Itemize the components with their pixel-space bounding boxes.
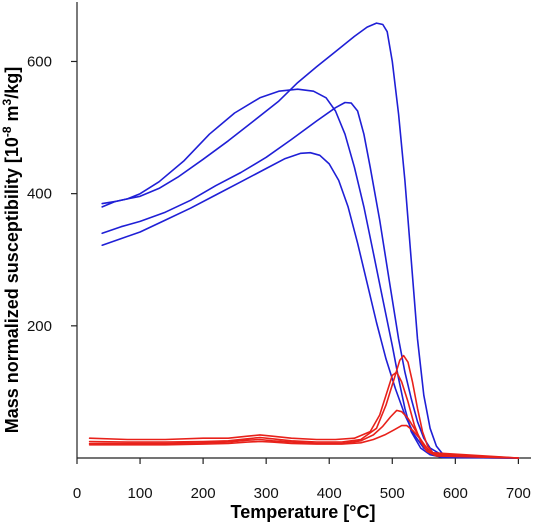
- x-tick-label: 600: [443, 485, 468, 502]
- x-tick-label: 400: [317, 485, 342, 502]
- y-axis-label-mid: m: [2, 105, 22, 126]
- blue-curve-4: [101, 151, 520, 459]
- red-curve-6: [88, 354, 520, 459]
- y-axis-label: Mass normalized susceptibility [10-8 m3/…: [0, 67, 22, 434]
- blue-curve-2: [101, 88, 520, 459]
- red-curve-7: [88, 409, 520, 459]
- x-axis-label: Temperature [°C]: [231, 502, 376, 522]
- red-curve-8: [88, 424, 520, 459]
- y-tick-label: 600: [27, 53, 52, 70]
- y-axis-label-exp2: 3: [0, 98, 14, 105]
- x-tick-label: 0: [73, 485, 81, 502]
- series-layer: [88, 22, 520, 459]
- blue-curve-3: [101, 101, 520, 459]
- ticks: 0 100 200 300 400 500 600 700 200 400 600: [27, 53, 531, 502]
- x-tick-label: 500: [380, 485, 405, 502]
- y-axis-label-exp1: -8: [0, 126, 14, 137]
- y-tick-label: 200: [27, 318, 52, 335]
- y-axis-label-end: /kg]: [2, 67, 22, 99]
- red-curve-5: [88, 371, 520, 459]
- y-tick-label: 400: [27, 186, 52, 203]
- x-tick-label: 200: [191, 485, 216, 502]
- blue-curve-1: [101, 22, 520, 459]
- x-tick-label: 100: [128, 485, 153, 502]
- x-tick-label: 300: [254, 485, 279, 502]
- x-tick-label: 700: [506, 485, 531, 502]
- y-axis-label-main: Mass normalized susceptibility [10: [2, 137, 22, 433]
